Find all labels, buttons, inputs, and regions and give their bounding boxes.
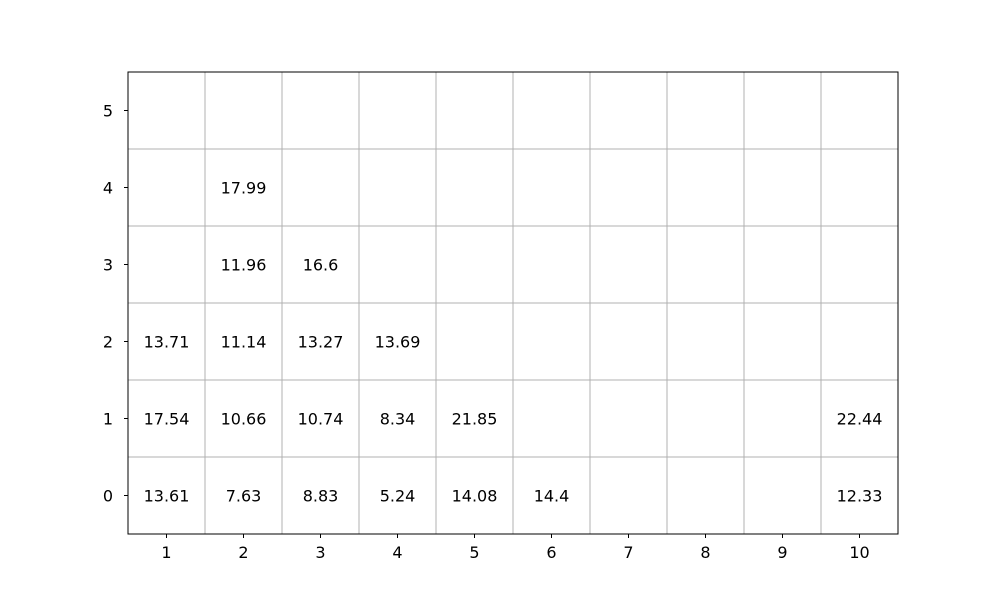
cell-value-label: 16.6: [303, 256, 339, 275]
y-tick-label: 5: [103, 102, 113, 121]
y-tick-label: 2: [103, 333, 113, 352]
x-tick-label: 5: [469, 543, 479, 562]
x-tick-label: 6: [546, 543, 556, 562]
cell-value-label: 8.83: [303, 487, 339, 506]
plot-frame: [127, 71, 899, 535]
grid-layer: [128, 72, 898, 534]
cell-value-label: 14.4: [534, 487, 570, 506]
cell-value-label: 5.24: [380, 487, 416, 506]
cell-value-label: 8.34: [380, 410, 416, 429]
cell-value-label: 17.54: [144, 410, 190, 429]
cell-value-label: 13.61: [144, 487, 190, 506]
x-tick-label: 1: [161, 543, 171, 562]
x-tick-label: 7: [623, 543, 633, 562]
cell-value-label: 7.63: [226, 487, 262, 506]
cell-value-label: 10.66: [221, 410, 267, 429]
x-tick-label: 10: [849, 543, 869, 562]
x-tick-label: 2: [238, 543, 248, 562]
x-tick-label: 3: [315, 543, 325, 562]
cell-value-label: 11.96: [221, 256, 267, 275]
cell-label-layer: 13.61 7.63 8.83 5.24 14.08 14.4 12.33 17.54 10.6…: [144, 179, 883, 506]
cell-value-label: 13.69: [375, 333, 421, 352]
cell-value-label: 17.99: [221, 179, 267, 198]
y-tick-label: 1: [103, 410, 113, 429]
y-tick-label: 4: [103, 179, 113, 198]
cell-value-label: 21.85: [452, 410, 498, 429]
cell-value-label: 12.33: [837, 487, 883, 506]
cell-value-label: 13.71: [144, 333, 190, 352]
cell-value-label: 11.14: [221, 333, 267, 352]
cell-value-label: 22.44: [837, 410, 883, 429]
y-tick-label: 3: [103, 256, 113, 275]
x-tick-label: 4: [392, 543, 402, 562]
x-tick-label: 8: [700, 543, 710, 562]
cell-value-label: 10.74: [298, 410, 344, 429]
tick-layer: 1 2 3 4 5 6 7 8 9 10 0 1 2 3 4 5: [103, 102, 870, 563]
y-tick-label: 0: [103, 487, 113, 506]
cell-value-label: 14.08: [452, 487, 498, 506]
x-tick-label: 9: [777, 543, 787, 562]
cell-value-label: 13.27: [298, 333, 344, 352]
